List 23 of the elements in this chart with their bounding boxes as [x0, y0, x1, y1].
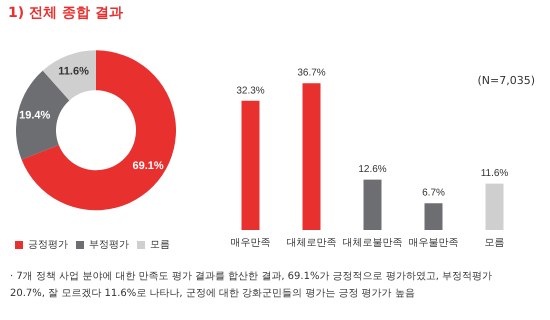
data-label: 6.7% [422, 188, 446, 199]
data-label: 19.4% [19, 110, 51, 122]
data-label: 12.6% [358, 164, 387, 176]
chart-title: 1) 전체 종합 결과 [8, 4, 123, 22]
text: · 7개 정책 사업 분야에 대한 만족도 평가 결과를 합산한 결과, 69.1%가 긍정적으로 평가하였고, 부정적평가 20.7%, 잘 모르겠다 11.6%로 나타나, 군정에 대한 강화군민들의 평가는 긍정 평가가 높음 [10, 270, 494, 301]
data-label: 11.6% [480, 168, 508, 180]
data-label: 32.3% [236, 85, 265, 96]
data-label: 11.6% [58, 65, 90, 78]
x-tick-label: 대체로만족 [286, 238, 336, 248]
x-tick-label: 매우불만족 [408, 238, 458, 248]
bar [302, 83, 320, 230]
legend-label: 긍정평가 [28, 240, 68, 250]
bar [424, 203, 442, 230]
data-label: 69.1% [132, 160, 164, 172]
bar [364, 180, 382, 230]
annotation: (N=7,035) [477, 74, 535, 87]
data-label: 36.7% [297, 68, 326, 79]
legend-label: 부정평가 [89, 240, 129, 250]
x-tick-label: 모름 [484, 238, 504, 248]
bar [242, 100, 260, 230]
x-tick-label: 매우만족 [230, 238, 270, 248]
bar [486, 184, 504, 230]
x-tick-label: 대체로불만족 [342, 238, 402, 248]
